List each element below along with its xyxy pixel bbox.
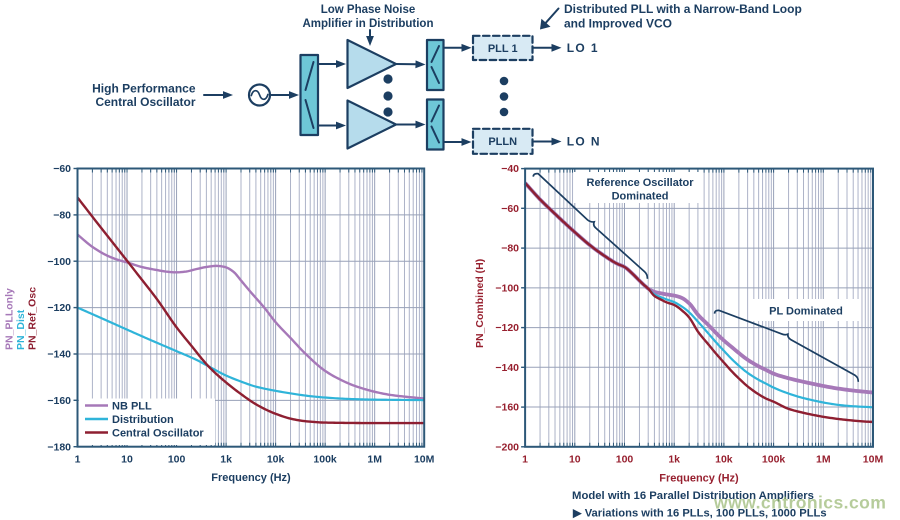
svg-text:−80: −80 <box>53 210 71 222</box>
svg-text:High Performance: High Performance <box>92 82 196 96</box>
svg-text:www.cntronics.com: www.cntronics.com <box>713 493 886 513</box>
svg-text:10: 10 <box>569 454 581 466</box>
svg-text:PL Dominated: PL Dominated <box>769 306 843 318</box>
svg-text:Low Phase Noise: Low Phase Noise <box>321 4 416 16</box>
svg-text:1k: 1k <box>668 454 680 466</box>
svg-text:1M: 1M <box>367 454 382 466</box>
svg-text:PN_Ref_Osc: PN_Ref_Osc <box>27 287 39 350</box>
svg-text:PN_Dist: PN_Dist <box>15 309 27 350</box>
svg-text:Amplifier in Distribution: Amplifier in Distribution <box>303 18 434 30</box>
svg-text:−40: −40 <box>501 163 519 175</box>
svg-text:Frequency (Hz): Frequency (Hz) <box>659 473 739 485</box>
svg-text:100k: 100k <box>762 454 786 466</box>
svg-text:PN_Combined (H): PN_Combined (H) <box>474 259 486 348</box>
svg-text:PLL 1: PLL 1 <box>488 43 518 55</box>
svg-text:−160: −160 <box>47 395 71 407</box>
svg-text:Dominated: Dominated <box>612 191 669 203</box>
svg-text:−100: −100 <box>47 256 71 268</box>
svg-text:−140: −140 <box>495 362 519 374</box>
svg-text:Model with 16 Parallel Distrib: Model with 16 Parallel Distribution Ampl… <box>572 490 814 502</box>
svg-text:10M: 10M <box>414 454 435 466</box>
svg-text:LO 1: LO 1 <box>567 41 599 55</box>
svg-text:10: 10 <box>121 454 133 466</box>
svg-text:1M: 1M <box>816 454 831 466</box>
svg-text:−140: −140 <box>47 349 71 361</box>
svg-text:▶ Variations with 16 PLLs, 100: ▶ Variations with 16 PLLs, 100 PLLs, 100… <box>572 508 827 520</box>
svg-text:10k: 10k <box>267 454 285 466</box>
svg-text:−80: −80 <box>501 243 519 255</box>
svg-text:−60: −60 <box>53 163 71 175</box>
svg-text:−160: −160 <box>495 402 519 414</box>
svg-text:−180: −180 <box>47 441 71 453</box>
svg-text:−60: −60 <box>501 203 519 215</box>
svg-text:Distribution: Distribution <box>112 414 174 426</box>
svg-text:PLLN: PLLN <box>488 136 517 148</box>
svg-text:Reference Oscillator: Reference Oscillator <box>587 177 695 189</box>
svg-text:and Improved VCO: and Improved VCO <box>564 17 672 31</box>
svg-text:LO N: LO N <box>567 135 601 149</box>
svg-text:10k: 10k <box>715 454 733 466</box>
svg-text:NB PLL: NB PLL <box>112 400 152 412</box>
svg-text:−100: −100 <box>495 282 519 294</box>
svg-text:Distributed PLL with a Narrow-: Distributed PLL with a Narrow-Band Loop <box>564 2 802 16</box>
svg-text:−120: −120 <box>47 302 71 314</box>
svg-text:10M: 10M <box>863 454 884 466</box>
svg-text:PN_PLLonly: PN_PLLonly <box>4 288 16 350</box>
svg-text:Frequency (Hz): Frequency (Hz) <box>211 472 291 484</box>
svg-text:100: 100 <box>616 454 634 466</box>
svg-text:−120: −120 <box>495 322 519 334</box>
svg-text:1k: 1k <box>220 454 232 466</box>
svg-text:100k: 100k <box>313 454 337 466</box>
svg-text:−200: −200 <box>495 441 519 453</box>
svg-text:100: 100 <box>168 454 186 466</box>
svg-text:Central Oscillator: Central Oscillator <box>112 427 204 439</box>
svg-text:1: 1 <box>75 454 81 466</box>
svg-text:1: 1 <box>522 454 528 466</box>
svg-text:Central Oscillator: Central Oscillator <box>95 95 195 109</box>
